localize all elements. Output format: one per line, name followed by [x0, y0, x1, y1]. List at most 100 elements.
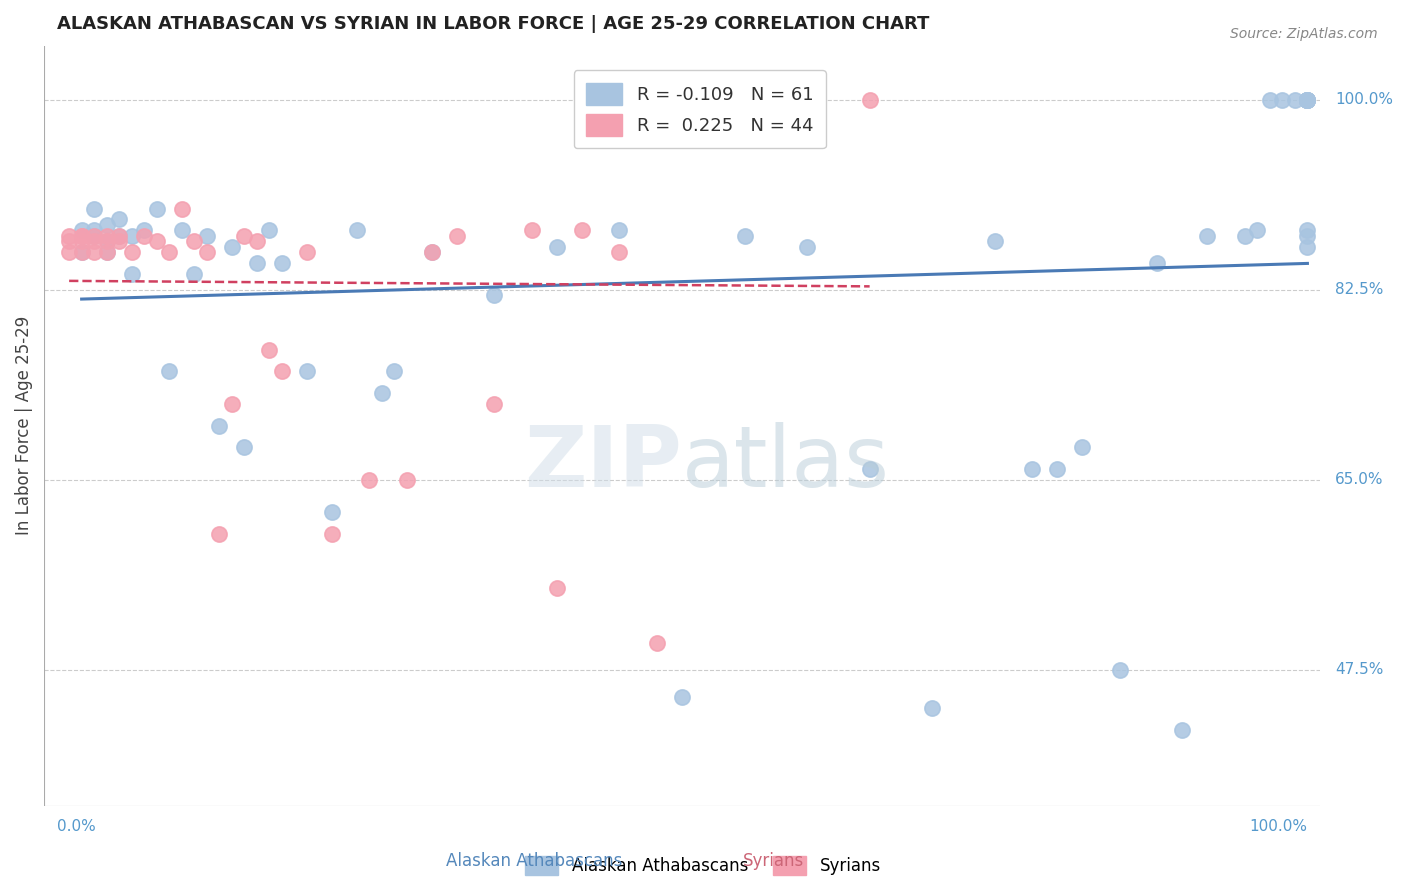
Point [121, 244, 143, 259]
Point [195, 244, 218, 259]
Point [295, 364, 318, 378]
Point [183, 234, 205, 248]
Point [1146, 256, 1168, 270]
Point [1296, 93, 1319, 107]
Point [246, 234, 269, 248]
Point [796, 93, 818, 107]
Point [446, 228, 468, 243]
Text: 82.5%: 82.5% [1336, 283, 1384, 297]
Point [70, 223, 93, 237]
Point [183, 267, 205, 281]
Point [157, 364, 180, 378]
Legend: Alaskan Athabascans, Syrians: Alaskan Athabascans, Syrians [519, 849, 887, 881]
Point [58, 244, 80, 259]
Point [520, 223, 543, 237]
Point [321, 527, 343, 541]
Point [170, 223, 193, 237]
Point [395, 473, 418, 487]
Text: 100.0%: 100.0% [1336, 93, 1393, 107]
Point [546, 582, 568, 596]
Point [321, 506, 343, 520]
Point [645, 636, 668, 650]
Point [70, 228, 93, 243]
Text: Syrians: Syrians [742, 852, 804, 870]
Point [420, 244, 443, 259]
Point [195, 228, 218, 243]
Point [1197, 228, 1219, 243]
Point [295, 244, 318, 259]
Point [83, 223, 105, 237]
Point [221, 239, 243, 253]
Point [1296, 93, 1319, 107]
Point [208, 418, 231, 433]
Point [108, 228, 131, 243]
Point [145, 234, 167, 248]
Point [671, 93, 693, 107]
Point [1046, 462, 1069, 476]
Text: ZIP: ZIP [524, 422, 682, 505]
Point [346, 223, 368, 237]
Point [246, 256, 269, 270]
Point [96, 234, 118, 248]
Text: atlas: atlas [682, 422, 890, 505]
Point [83, 244, 105, 259]
Point [671, 690, 693, 704]
Point [1296, 93, 1319, 107]
Point [70, 244, 93, 259]
Point [58, 228, 80, 243]
Text: 100.0%: 100.0% [1250, 819, 1308, 834]
Point [796, 239, 818, 253]
Point [270, 256, 292, 270]
Point [1296, 239, 1319, 253]
Point [859, 462, 882, 476]
Point [83, 234, 105, 248]
Point [546, 239, 568, 253]
Point [221, 397, 243, 411]
Point [1108, 663, 1130, 677]
Point [121, 228, 143, 243]
Point [233, 441, 256, 455]
Point [157, 244, 180, 259]
Point [420, 244, 443, 259]
Point [83, 228, 105, 243]
Point [1284, 93, 1306, 107]
Point [96, 234, 118, 248]
Point [270, 364, 292, 378]
Point [170, 202, 193, 216]
Point [70, 234, 93, 248]
Point [382, 364, 405, 378]
Point [70, 228, 93, 243]
Point [1296, 93, 1319, 107]
Point [609, 244, 631, 259]
Point [96, 218, 118, 232]
Point [108, 228, 131, 243]
Point [571, 223, 593, 237]
Point [921, 701, 943, 715]
Point [1296, 93, 1319, 107]
Point [134, 223, 156, 237]
Point [484, 288, 506, 302]
Point [259, 343, 281, 357]
Point [108, 212, 131, 227]
Point [96, 244, 118, 259]
Point [1233, 228, 1256, 243]
Point [1296, 223, 1319, 237]
Point [371, 386, 394, 401]
Point [121, 267, 143, 281]
Point [1071, 441, 1094, 455]
Point [208, 527, 231, 541]
Point [983, 234, 1005, 248]
Point [609, 223, 631, 237]
Text: Source: ZipAtlas.com: Source: ZipAtlas.com [1230, 27, 1378, 41]
Y-axis label: In Labor Force | Age 25-29: In Labor Force | Age 25-29 [15, 316, 32, 535]
Legend: R = -0.109   N = 61, R =  0.225   N = 44: R = -0.109 N = 61, R = 0.225 N = 44 [574, 70, 827, 148]
Text: ALASKAN ATHABASCAN VS SYRIAN IN LABOR FORCE | AGE 25-29 CORRELATION CHART: ALASKAN ATHABASCAN VS SYRIAN IN LABOR FO… [56, 15, 929, 33]
Point [83, 202, 105, 216]
Point [134, 228, 156, 243]
Text: Alaskan Athabascans: Alaskan Athabascans [446, 852, 623, 870]
Point [96, 244, 118, 259]
Point [1271, 93, 1294, 107]
Point [359, 473, 381, 487]
Point [734, 93, 756, 107]
Point [1296, 93, 1319, 107]
